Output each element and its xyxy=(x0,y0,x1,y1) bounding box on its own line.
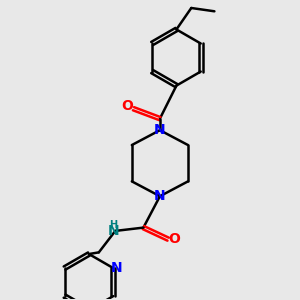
Text: H: H xyxy=(110,220,118,230)
Text: O: O xyxy=(168,232,180,246)
Text: N: N xyxy=(111,261,122,275)
Text: N: N xyxy=(108,224,119,238)
Text: N: N xyxy=(154,123,166,137)
Text: N: N xyxy=(154,189,166,203)
Text: O: O xyxy=(122,99,134,113)
